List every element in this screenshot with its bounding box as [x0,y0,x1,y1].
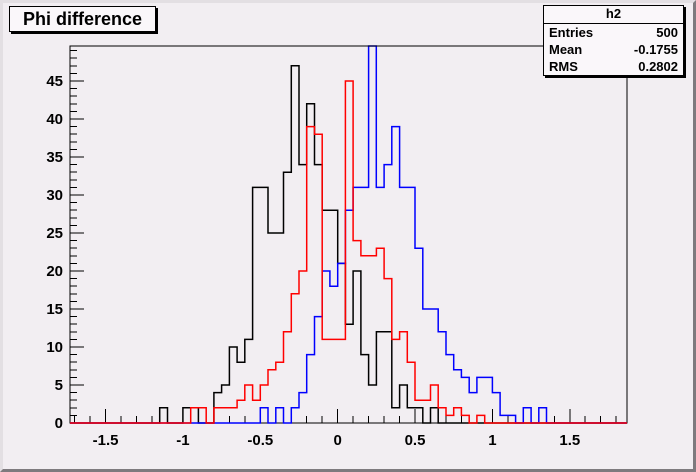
x-axis-minor-ticks [74,416,617,423]
stats-row-rms: RMS 0.2802 [544,58,683,75]
stats-header: h2 [544,6,683,24]
plot-title-box[interactable]: Phi difference [9,6,157,32]
x-tick-label: -1.5 [93,432,119,449]
x-tick-label: 1.5 [559,432,580,449]
y-tick-label: 35 [46,149,63,166]
x-tick-label: 1 [488,432,496,449]
stats-value-entries: 500 [656,25,678,40]
red-histogram [70,80,627,424]
stats-value-rms: 0.2802 [638,59,678,74]
y-tick-label: 15 [46,301,63,318]
x-tick-label: 0.5 [405,432,426,449]
y-tick-label: 25 [46,225,63,242]
stats-value-mean: -0.1755 [633,42,678,57]
y-tick-label: 0 [55,415,63,432]
stats-label-entries: Entries [549,25,594,40]
blue-histogram [70,45,627,424]
y-axis-minor-ticks [70,50,77,424]
black-histogram [70,65,627,424]
y-tick-label: 5 [55,377,63,394]
y-axis-major-ticks [70,80,84,424]
x-tick-label: -1 [176,432,189,449]
y-tick-label: 40 [46,111,63,128]
y-tick-label: 10 [46,339,63,356]
x-tick-label: -0.5 [247,432,273,449]
y-tick-label: 45 [46,73,63,90]
stats-label-mean: Mean [549,42,583,57]
plot-frame [69,45,628,424]
stats-label-rms: RMS [549,59,578,74]
x-tick-label: 0 [334,432,342,449]
y-tick-label: 20 [46,263,63,280]
stats-row-entries: Entries 500 [544,24,683,41]
plot-title: Phi difference [23,9,143,29]
stats-box[interactable]: h2 Entries 500 Mean -0.1755 RMS 0.2802 [543,5,684,76]
y-tick-label: 30 [46,187,63,204]
stats-row-mean: Mean -0.1755 [544,41,683,58]
